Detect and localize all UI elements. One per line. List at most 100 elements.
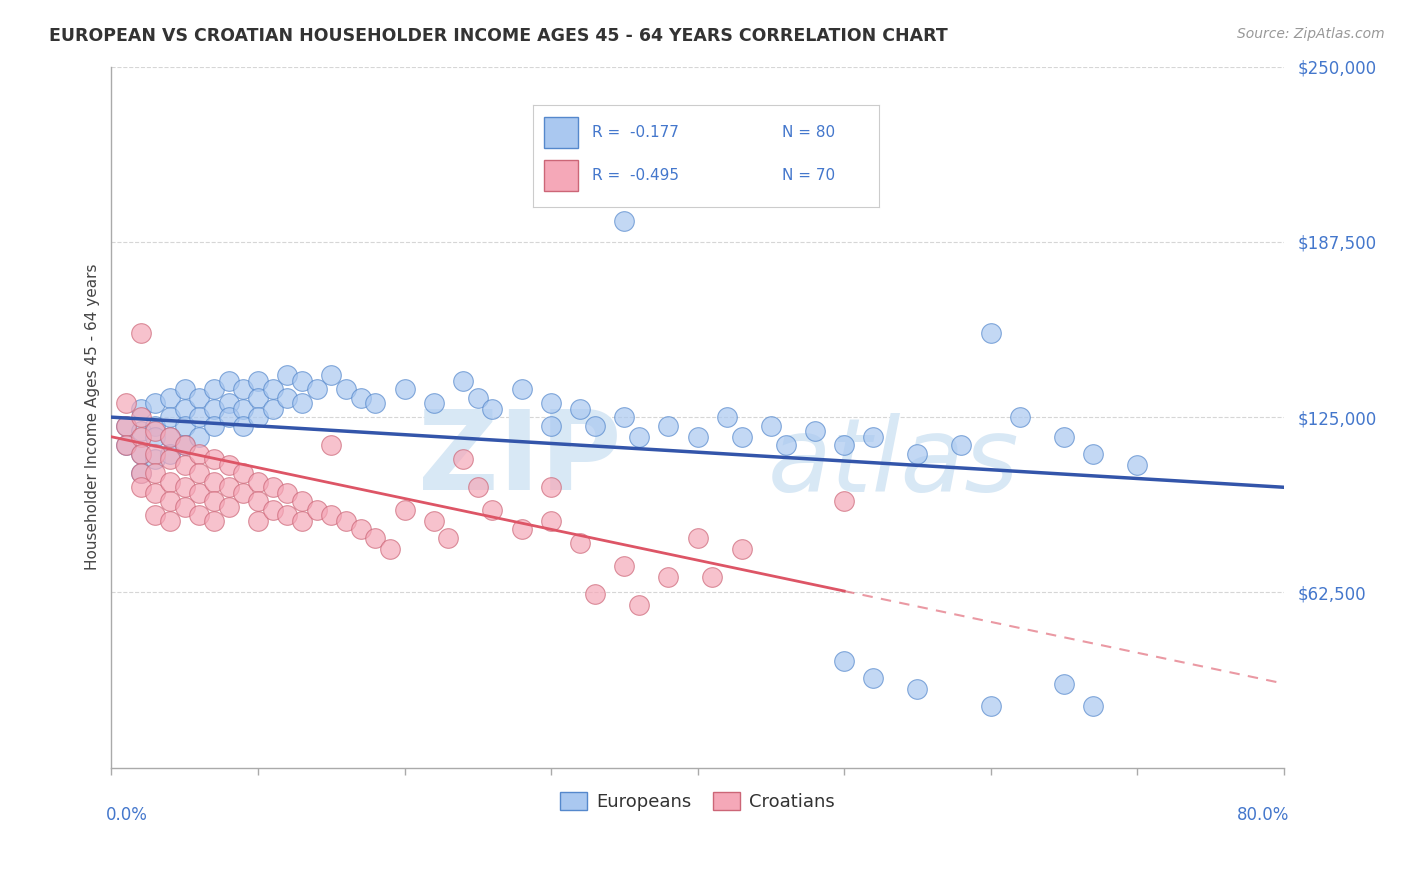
Point: [321, 508, 343, 523]
Point: [262, 382, 284, 396]
Point: [159, 494, 181, 508]
Point: [950, 438, 973, 452]
Point: [832, 438, 855, 452]
Point: [173, 438, 195, 452]
Point: [159, 447, 181, 461]
Point: [246, 391, 269, 405]
Point: [218, 458, 240, 472]
Point: [262, 480, 284, 494]
Point: [321, 438, 343, 452]
Point: [129, 447, 152, 461]
Point: [276, 368, 298, 382]
Point: [481, 401, 503, 416]
Point: [775, 438, 797, 452]
Point: [173, 500, 195, 514]
Point: [451, 374, 474, 388]
Point: [583, 418, 606, 433]
Point: [262, 502, 284, 516]
Point: [232, 467, 254, 481]
Point: [159, 475, 181, 489]
Point: [510, 522, 533, 536]
Point: [115, 438, 138, 452]
Point: [145, 447, 167, 461]
Point: [145, 486, 167, 500]
Point: [759, 418, 782, 433]
Point: [291, 494, 314, 508]
Point: [129, 467, 152, 481]
Point: [1053, 676, 1076, 690]
Point: [467, 480, 489, 494]
Point: [627, 430, 650, 444]
Point: [129, 401, 152, 416]
Point: [378, 541, 401, 556]
Point: [188, 447, 211, 461]
Point: [246, 475, 269, 489]
Point: [702, 570, 724, 584]
Point: [115, 396, 138, 410]
Point: [540, 514, 562, 528]
Point: [145, 508, 167, 523]
Text: EUROPEAN VS CROATIAN HOUSEHOLDER INCOME AGES 45 - 64 YEARS CORRELATION CHART: EUROPEAN VS CROATIAN HOUSEHOLDER INCOME …: [49, 27, 948, 45]
Point: [246, 494, 269, 508]
Point: [115, 418, 138, 433]
Point: [540, 480, 562, 494]
Text: ZIP: ZIP: [418, 406, 621, 513]
Point: [540, 396, 562, 410]
Point: [980, 698, 1002, 713]
Point: [613, 214, 636, 228]
Point: [173, 382, 195, 396]
Point: [1083, 698, 1105, 713]
Point: [291, 396, 314, 410]
Point: [129, 447, 152, 461]
Point: [202, 382, 225, 396]
Point: [907, 682, 929, 697]
Point: [232, 418, 254, 433]
Point: [173, 480, 195, 494]
Point: [232, 401, 254, 416]
Point: [437, 531, 460, 545]
Point: [188, 467, 211, 481]
Point: [202, 475, 225, 489]
Point: [159, 514, 181, 528]
Point: [349, 391, 371, 405]
Point: [467, 391, 489, 405]
Point: [862, 671, 884, 685]
Point: [145, 430, 167, 444]
Point: [145, 424, 167, 438]
Point: [115, 418, 138, 433]
Point: [276, 508, 298, 523]
Legend: Europeans, Croatians: Europeans, Croatians: [553, 784, 842, 818]
Text: 80.0%: 80.0%: [1237, 806, 1289, 824]
Point: [246, 374, 269, 388]
Point: [202, 514, 225, 528]
Point: [232, 382, 254, 396]
Point: [423, 514, 446, 528]
Text: atlas: atlas: [768, 413, 1019, 513]
Point: [145, 418, 167, 433]
Point: [364, 531, 387, 545]
Point: [173, 401, 195, 416]
Point: [832, 654, 855, 668]
Point: [276, 391, 298, 405]
Point: [188, 508, 211, 523]
Point: [1053, 430, 1076, 444]
Point: [115, 438, 138, 452]
Point: [218, 480, 240, 494]
Point: [481, 502, 503, 516]
Point: [394, 382, 416, 396]
Point: [159, 391, 181, 405]
Point: [262, 401, 284, 416]
Point: [188, 486, 211, 500]
Point: [159, 430, 181, 444]
Point: [335, 382, 357, 396]
Point: [613, 558, 636, 573]
Point: [569, 401, 592, 416]
Point: [832, 494, 855, 508]
Text: Source: ZipAtlas.com: Source: ZipAtlas.com: [1237, 27, 1385, 41]
Point: [173, 458, 195, 472]
Point: [129, 467, 152, 481]
Point: [305, 382, 328, 396]
Point: [129, 424, 152, 438]
Point: [188, 391, 211, 405]
Point: [716, 410, 738, 425]
